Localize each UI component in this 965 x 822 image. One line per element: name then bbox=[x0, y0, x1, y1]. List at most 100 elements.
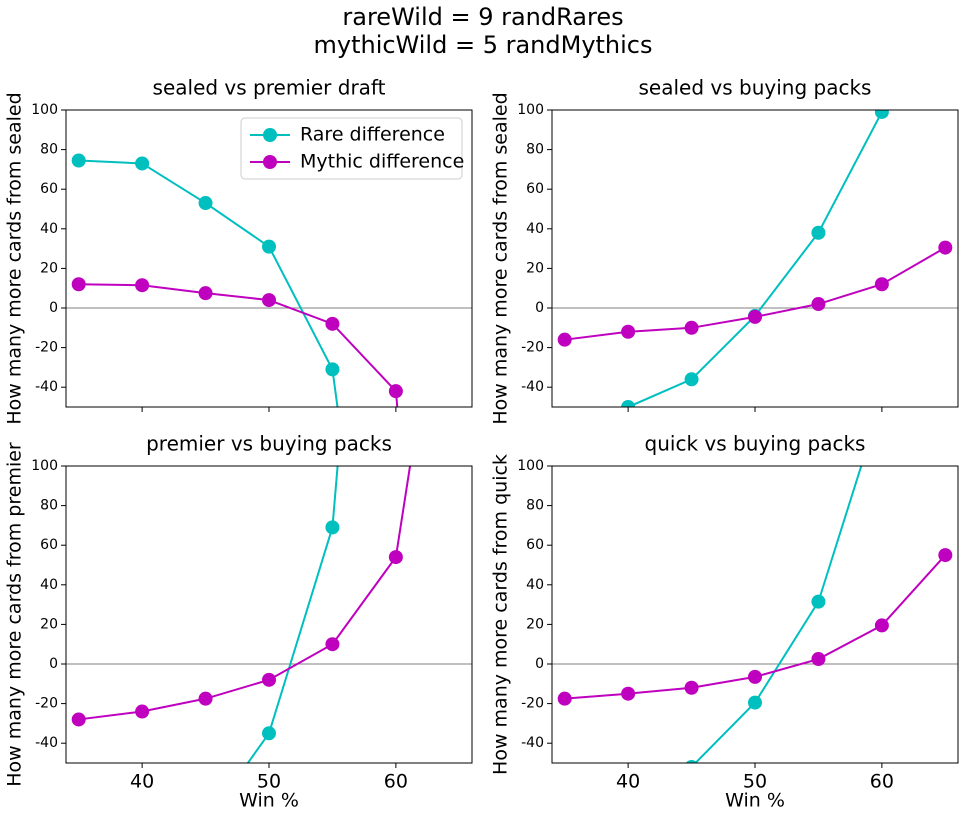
plot-area bbox=[66, 466, 472, 763]
marker bbox=[748, 669, 762, 684]
y-tick-label: 0 bbox=[535, 656, 544, 672]
axes-title: quick vs buying packs bbox=[645, 432, 866, 456]
y-tick-label: 80 bbox=[40, 498, 58, 514]
marker bbox=[685, 759, 698, 763]
y-axis-label: How many more cards from quick bbox=[490, 454, 512, 775]
y-tick-label: -40 bbox=[35, 735, 58, 751]
y-tick-label: -20 bbox=[521, 696, 544, 712]
marker bbox=[558, 420, 572, 434]
axes-title: sealed vs buying packs bbox=[639, 76, 872, 100]
legend-label: Rare difference bbox=[300, 124, 445, 146]
plot-area bbox=[66, 153, 472, 407]
marker bbox=[325, 637, 340, 652]
marker bbox=[938, 162, 952, 176]
marker bbox=[325, 362, 340, 377]
marker bbox=[325, 520, 340, 535]
y-axis-label: How many more cards from sealed bbox=[490, 92, 512, 424]
y-tick-label: 40 bbox=[526, 577, 544, 593]
marker bbox=[198, 196, 213, 211]
x-tick-label: 40 bbox=[130, 771, 154, 793]
x-axis-label: Win % bbox=[239, 790, 299, 812]
x-tick-label: 40 bbox=[616, 771, 640, 793]
marker bbox=[198, 286, 213, 301]
y-tick-label: 40 bbox=[526, 221, 544, 237]
marker bbox=[388, 384, 403, 399]
y-tick-label: -20 bbox=[35, 696, 58, 712]
x-tick-label: 50 bbox=[743, 771, 767, 793]
y-tick-label: 40 bbox=[40, 577, 58, 593]
x-axis-label: Win % bbox=[725, 790, 785, 812]
axes-title: sealed vs premier draft bbox=[153, 76, 386, 100]
marker bbox=[621, 686, 636, 701]
marker bbox=[135, 278, 150, 293]
series-line bbox=[694, 466, 863, 763]
y-tick-label: 60 bbox=[40, 537, 58, 553]
y-tick-label: 40 bbox=[40, 221, 58, 237]
y-tick-label: 0 bbox=[49, 300, 58, 316]
marker bbox=[938, 548, 953, 563]
y-tick-label: 20 bbox=[40, 260, 58, 276]
marker bbox=[811, 297, 826, 312]
y-axis-label: How many more cards from sealed bbox=[4, 92, 26, 424]
marker bbox=[811, 594, 826, 609]
axes-title: premier vs buying packs bbox=[146, 432, 392, 456]
y-tick-label: 60 bbox=[526, 181, 544, 197]
marker bbox=[748, 695, 762, 710]
y-tick-label: 80 bbox=[526, 498, 544, 514]
legend-box bbox=[240, 117, 463, 180]
marker bbox=[135, 156, 150, 171]
marker bbox=[875, 394, 889, 408]
series-line bbox=[564, 246, 946, 341]
marker bbox=[198, 691, 213, 706]
marker bbox=[262, 239, 276, 254]
axes-frame bbox=[65, 465, 473, 764]
marker bbox=[874, 618, 889, 633]
y-tick-label: 20 bbox=[40, 616, 58, 632]
y-tick-label: -40 bbox=[35, 379, 58, 395]
legend-label: Mythic difference bbox=[300, 151, 464, 173]
marker bbox=[938, 240, 953, 255]
marker bbox=[71, 712, 86, 727]
marker bbox=[557, 691, 572, 706]
legend-marker bbox=[263, 155, 277, 169]
marker bbox=[748, 309, 762, 324]
y-tick-label: -20 bbox=[35, 340, 58, 356]
marker bbox=[325, 316, 340, 331]
axes-frame bbox=[65, 109, 473, 408]
suptitle: mythicWild = 5 randMythics bbox=[313, 31, 652, 59]
marker bbox=[135, 704, 150, 719]
y-tick-label: 60 bbox=[40, 181, 58, 197]
series-line bbox=[624, 110, 884, 407]
y-tick-label: 100 bbox=[517, 102, 544, 118]
suptitle: rareWild = 9 randRares bbox=[342, 3, 623, 31]
y-tick-label: 0 bbox=[49, 656, 58, 672]
marker bbox=[684, 320, 699, 335]
y-tick-label: 20 bbox=[526, 260, 544, 276]
marker bbox=[684, 680, 699, 695]
marker bbox=[557, 332, 572, 347]
marker bbox=[388, 550, 403, 565]
x-tick-label: 50 bbox=[257, 771, 281, 793]
marker bbox=[621, 400, 636, 407]
series-line bbox=[78, 159, 339, 407]
marker bbox=[71, 277, 86, 292]
y-tick-label: 60 bbox=[526, 537, 544, 553]
marker bbox=[874, 277, 889, 292]
y-tick-label: 80 bbox=[40, 142, 58, 158]
y-tick-label: -20 bbox=[521, 340, 544, 356]
x-tick-label: 60 bbox=[870, 771, 894, 793]
marker bbox=[262, 672, 276, 687]
y-tick-label: 0 bbox=[535, 300, 544, 316]
y-tick-label: 80 bbox=[526, 142, 544, 158]
x-tick-label: 60 bbox=[384, 771, 408, 793]
marker bbox=[262, 293, 276, 308]
marker bbox=[874, 110, 889, 119]
axes-frame bbox=[551, 465, 959, 764]
y-tick-label: 20 bbox=[526, 616, 544, 632]
marker bbox=[71, 153, 86, 168]
y-tick-label: 100 bbox=[31, 458, 58, 474]
y-axis-label: How many more cards from premier bbox=[4, 442, 26, 787]
y-tick-label: -40 bbox=[521, 735, 544, 751]
marker bbox=[621, 324, 636, 339]
